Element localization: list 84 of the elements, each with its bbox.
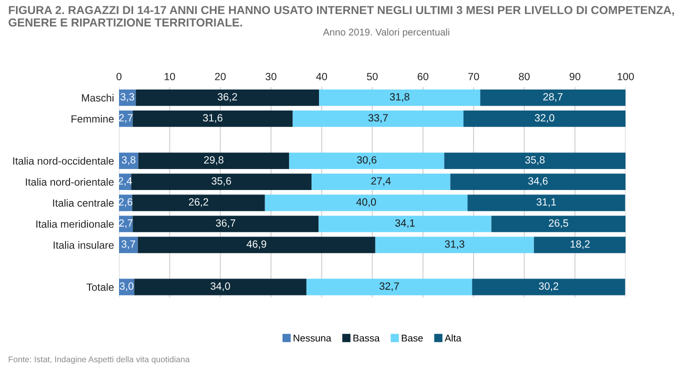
data-label: 18,2 [570,240,590,249]
chart-subtitle: Anno 2019. Valori percentuali [323,28,450,38]
data-label: 29,8 [204,156,224,165]
bar [468,194,626,212]
bar [318,216,492,232]
bar [138,152,290,169]
x-tick-label: 0 [116,72,122,80]
data-label: 31,1 [536,198,556,207]
data-label: 27,4 [371,177,391,186]
bar [131,174,312,190]
data-label: 30,6 [356,156,376,165]
y-tick-label: Italia nord-occidentale [13,157,114,165]
bar [480,89,626,106]
legend-label: Nessuna [294,334,332,342]
legend-label: Alta [444,334,462,342]
bar [264,194,468,212]
y-tick-label: Italia nord-orientale [26,178,114,186]
data-label: 30,2 [538,282,558,292]
data-label: 32,7 [380,282,399,292]
data-label: 34,0 [210,282,230,292]
x-tick-label: 60 [418,72,428,80]
chart-title: FIGURA 2. RAGAZZI DI 14-17 ANNI CHE HANNO USATO INTERNET NEGLI ULTIMI 3 MESI PER LIVELLO DI COMPETENZA, GENERE E RIPARTIZIONE TERRITORIALE. [8,6,674,27]
bar [375,236,534,254]
bar [119,216,133,232]
bar [292,110,464,127]
data-label: 26,5 [548,219,568,228]
y-tick-label: Femmine [72,114,114,123]
data-label: 46,9 [246,240,266,249]
x-tick-label: 20 [215,72,226,80]
bar [119,236,138,254]
data-label: 3,3 [120,93,134,102]
data-label: 2,7 [119,114,133,123]
data-label: 36,7 [216,219,236,228]
x-tick-label: 40 [316,72,328,80]
bar [319,89,480,106]
data-label: 40,0 [356,198,376,207]
bar [463,110,626,127]
bar [472,278,626,296]
bar [138,236,376,254]
data-label: 3,0 [120,282,134,292]
bar [132,216,319,232]
data-label: 3,7 [122,240,136,249]
bar [132,110,293,127]
data-label: 3,8 [122,156,136,165]
legend-label: Bassa [353,334,380,342]
data-label: 31,3 [444,240,464,249]
bar [132,194,265,212]
data-label: 26,2 [188,198,208,207]
x-tick-label: 10 [164,72,176,80]
data-label: 2,7 [119,219,133,228]
bar [444,152,626,169]
bar [134,278,306,296]
bar [119,152,138,169]
data-label: 34,1 [395,219,415,228]
legend-label: Base [402,334,423,342]
data-label: 35,6 [212,177,232,186]
x-tick-label: 50 [366,72,378,80]
data-label: 36,2 [218,93,238,102]
x-tick-label: 30 [266,72,276,80]
y-tick-label: Italia centrale [53,199,114,207]
y-tick-label: Italia insulare [54,241,114,249]
bar [450,174,626,190]
source-note: Fonte: Istat, Indagine Aspetti della vita quotidiana [8,356,190,364]
x-tick-label: 100 [618,72,634,80]
data-label: 35,8 [525,156,545,165]
data-label: 32,0 [534,114,554,123]
data-label: 31,8 [390,93,410,102]
bar [136,89,320,106]
bar [306,278,472,296]
x-tick-label: 70 [468,72,480,80]
data-label: 31,6 [202,114,222,123]
data-label: 28,7 [543,93,563,102]
bar [491,216,626,232]
y-tick-label: Italia meridionale [36,220,114,228]
x-tick-label: 80 [518,72,530,80]
y-tick-label: Maschi [82,94,114,102]
y-tick-label: Totale [86,283,114,291]
bar [312,174,450,190]
data-label: 2,6 [118,198,132,207]
data-label: 33,7 [368,114,388,123]
bar [534,236,626,254]
x-tick-label: 90 [570,72,580,80]
bar [289,152,444,169]
data-label: 34,6 [528,177,548,186]
